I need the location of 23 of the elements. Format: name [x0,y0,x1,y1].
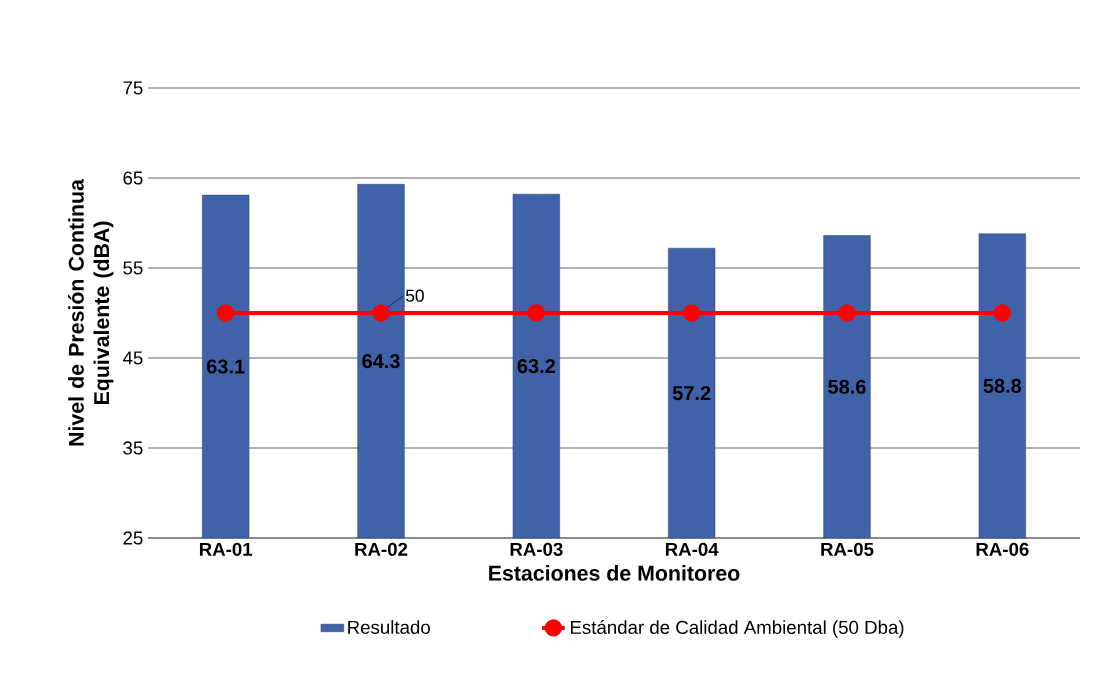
x-tick-label: RA-06 [976,542,1029,556]
x-tick-label: RA-03 [510,542,563,556]
x-tick-label: RA-02 [355,542,408,556]
data-label: 58.6 [828,379,866,394]
y-tick-label: 65 [123,171,143,185]
data-label: 57.2 [672,386,711,401]
x-tick-label: RA-01 [199,542,253,556]
data-label: 58.8 [983,378,1022,393]
x-axis-title: Estaciones de Monitoreo [489,565,740,581]
legend-label: Estándar de Calidad Ambiental (50 Dba) [571,620,904,638]
legend-label: Resultado [348,620,430,634]
y-tick-label: 35 [123,441,143,455]
y-tick-label: 25 [123,531,143,545]
y-axis-title: Nivel de Presión Continua Equivalente (dBA) [67,178,114,446]
data-label: 50 [405,289,424,302]
x-tick-label: RA-05 [821,542,874,556]
data-label: 63.1 [206,359,245,374]
data-label: 63.2 [517,358,555,374]
y-tick-label: 45 [122,351,143,365]
y-tick-label: 55 [123,261,143,275]
y-tick-label: 75 [123,81,143,95]
x-tick-label: RA-04 [665,542,719,556]
data-label: 64.3 [362,354,400,369]
